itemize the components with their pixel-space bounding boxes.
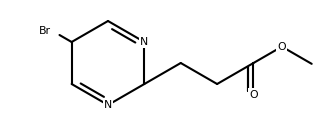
Text: N: N bbox=[104, 100, 112, 110]
Text: N: N bbox=[140, 37, 148, 47]
Text: O: O bbox=[249, 89, 258, 99]
Text: O: O bbox=[278, 42, 286, 52]
Text: Br: Br bbox=[38, 26, 51, 36]
